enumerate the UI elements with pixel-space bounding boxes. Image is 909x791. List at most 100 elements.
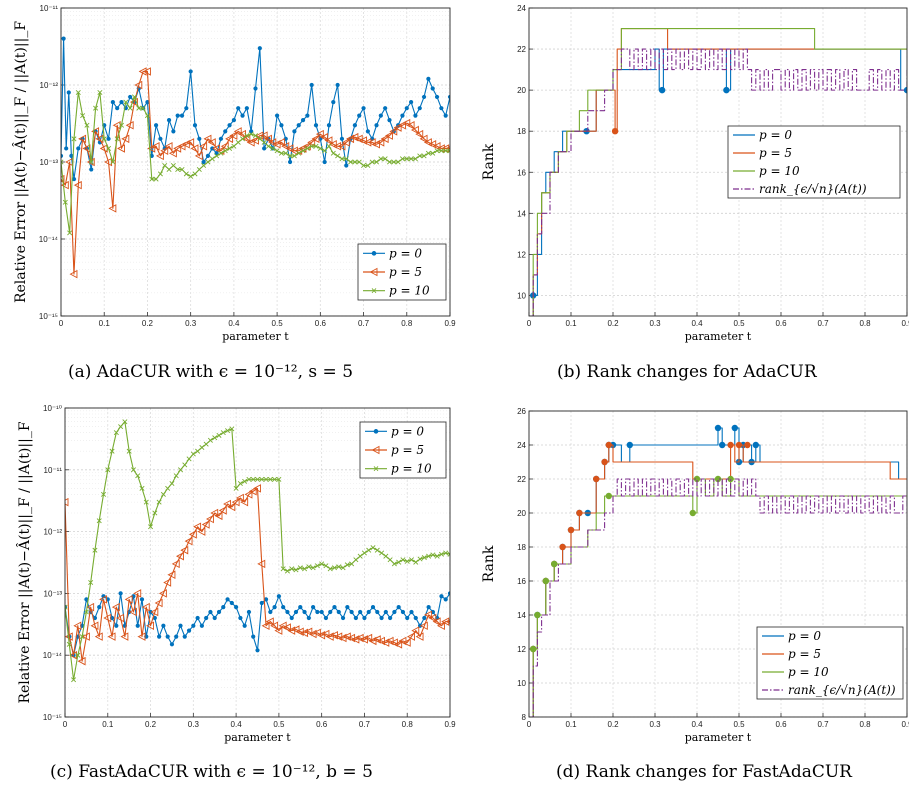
series-marker-triangle [281, 142, 290, 151]
y-tick-label: 24 [517, 4, 526, 13]
series-marker-x [289, 566, 295, 572]
legend-label: p = 0 [389, 246, 422, 260]
series-marker-star [97, 605, 102, 610]
series-marker-x [434, 148, 440, 154]
series-marker-x [421, 555, 427, 561]
series-marker-star [251, 634, 256, 639]
x-tick-label: 0.4 [228, 319, 240, 328]
x-tick-label: 0.5 [273, 720, 285, 729]
series-marker-star [293, 609, 299, 615]
series-marker-star [169, 642, 175, 647]
series-marker-star [61, 36, 66, 41]
series-marker-star [199, 623, 204, 628]
series-marker-dot [658, 86, 666, 94]
series-marker-triangle [289, 146, 298, 156]
series-marker-x [199, 444, 205, 450]
series-line [529, 478, 907, 717]
series-marker-triangle [441, 617, 450, 626]
y-tick-label: 20 [517, 509, 526, 518]
series-marker-triangle [389, 127, 398, 136]
series-marker-star [223, 129, 228, 134]
series-marker-star [118, 591, 123, 596]
series-marker-x [179, 166, 185, 172]
series-marker-dot [593, 475, 600, 483]
series-marker-x [177, 467, 184, 473]
series-marker-triangle [337, 142, 346, 151]
series-marker-star [128, 94, 133, 100]
series-marker-dot [576, 509, 583, 517]
plot-frame [528, 7, 908, 317]
series-marker-star [313, 123, 319, 128]
series-marker-triangle [176, 551, 184, 561]
y-tick-label: 20 [517, 86, 526, 95]
legend: p = 0 p = 5 p = 10 rank_{ϵ/√n}(A(t)) [756, 626, 904, 700]
series-marker-triangle [210, 508, 219, 518]
chart-1: 0 0.1 0.2 0.3 0.4 0.5 0.6 0.7 0.8 0.9 10 12 14 16 18 20… [481, 4, 909, 343]
series-marker-star [242, 623, 247, 628]
series-marker-triangle [168, 148, 177, 158]
series-marker-star [212, 615, 217, 621]
series-marker-triangle [364, 633, 373, 643]
series-marker-triangle [77, 656, 86, 666]
series-group [61, 36, 450, 279]
series-marker-triangle [389, 638, 398, 647]
series-line [529, 48, 907, 316]
series-marker-dot [714, 424, 722, 432]
series-marker-star [422, 615, 427, 621]
series-marker-x [162, 163, 168, 169]
series-marker-star [366, 609, 371, 615]
series-marker-triangle [394, 640, 403, 649]
series-marker-triangle [205, 514, 214, 524]
y-tick-label: 16 [517, 577, 526, 586]
series-marker-x [75, 89, 81, 95]
y-tick-label: 22 [517, 475, 526, 484]
series-marker-x [101, 136, 107, 142]
y-tick-label: 10⁻¹⁵ [39, 312, 58, 321]
x-tick-label: 0.3 [649, 720, 661, 729]
series-marker-x [170, 163, 176, 169]
x-axis-label: parameter t [224, 731, 291, 744]
series-marker-triangle [155, 151, 164, 161]
series-marker-dot [731, 424, 738, 432]
series-marker-triangle [134, 80, 143, 90]
series-marker-star [335, 82, 340, 88]
series-marker-x [182, 462, 188, 468]
series-marker-x [140, 105, 146, 111]
y-tick-label: 18 [517, 127, 526, 136]
series-marker-x [143, 499, 149, 505]
series-marker-x [261, 139, 267, 145]
series-marker-triangle [385, 131, 393, 140]
series-marker-x [183, 171, 189, 177]
series-marker-x [257, 136, 263, 142]
series-marker-dot [689, 509, 696, 517]
series-marker-star [396, 605, 401, 610]
series-marker-x [66, 641, 72, 647]
series-marker-star [409, 99, 414, 105]
series-marker-triangle [315, 129, 324, 139]
series-marker-star [246, 609, 252, 615]
series-marker-x [447, 551, 450, 557]
series-marker-triangle [69, 650, 78, 660]
series-marker-x [106, 145, 112, 151]
legend: p = 0 p = 5 p = 10 rank_{ϵ/√n}(A(t)) [727, 125, 901, 199]
series-marker-triangle [108, 204, 117, 213]
series-marker-triangle [94, 632, 103, 641]
series-marker-triangle [107, 632, 116, 641]
series-marker-triangle [201, 520, 210, 529]
legend-marker [371, 445, 380, 455]
series-marker-x [123, 99, 129, 105]
series-marker-star [302, 609, 307, 615]
series-marker-star [115, 106, 120, 111]
x-tick-label: 0.9 [444, 319, 456, 328]
series-marker-triangle [146, 621, 155, 630]
series-marker-star [434, 94, 440, 100]
series-marker-star [413, 113, 418, 118]
series-marker-star [240, 113, 245, 118]
y-tick-label: 12 [517, 250, 526, 259]
legend-marker [371, 288, 377, 294]
series-marker-triangle [116, 613, 125, 623]
series-marker-dot [719, 441, 726, 449]
y-tick-label: 10⁻¹⁴ [43, 651, 63, 660]
series-marker-star [349, 609, 354, 615]
series-marker-x [404, 558, 410, 564]
